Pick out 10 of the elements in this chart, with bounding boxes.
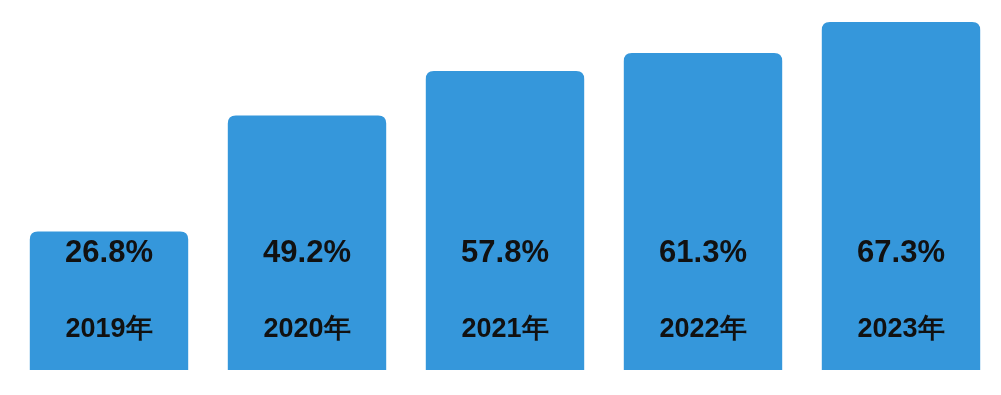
data-label: 49.2% [263, 234, 351, 269]
x-tick-label: 2022年 [659, 313, 747, 343]
x-tick-label: 2021年 [461, 313, 549, 343]
data-label: 67.3% [857, 234, 945, 269]
data-label: 61.3% [659, 234, 747, 269]
data-label: 57.8% [461, 234, 549, 269]
x-tick-label: 2023年 [857, 313, 945, 343]
x-tick-label: 2019年 [65, 313, 153, 343]
data-label: 26.8% [65, 234, 153, 269]
x-tick-label: 2020年 [263, 313, 351, 343]
